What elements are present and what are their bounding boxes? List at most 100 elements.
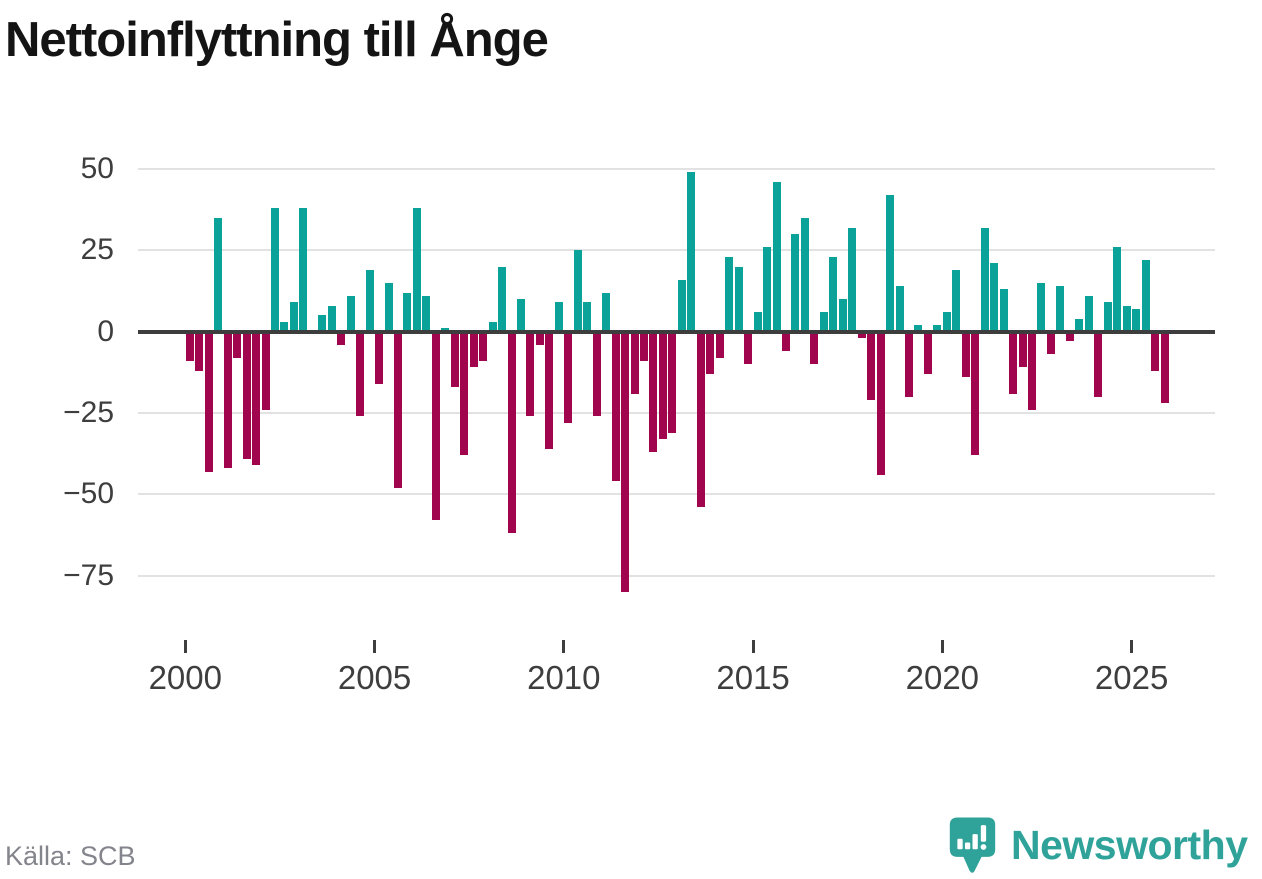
bar <box>980 227 989 332</box>
bar <box>1084 295 1093 332</box>
bar <box>412 208 421 332</box>
bar <box>403 292 412 332</box>
bar <box>952 269 961 332</box>
bar <box>185 331 194 361</box>
bar <box>337 331 346 345</box>
bar <box>971 331 980 456</box>
bar <box>261 331 270 410</box>
y-tick-label: −25 <box>63 396 114 430</box>
bar <box>252 331 261 466</box>
bar <box>365 269 374 332</box>
bar <box>734 266 743 332</box>
bar <box>1065 331 1074 342</box>
newsworthy-bubble-icon <box>949 817 996 873</box>
bar <box>857 331 866 339</box>
bar <box>1037 282 1046 332</box>
bar <box>753 312 762 332</box>
bar <box>507 331 516 534</box>
bar <box>772 182 781 332</box>
bar <box>800 217 809 332</box>
bar <box>1122 305 1131 332</box>
bar <box>1046 331 1055 355</box>
bar <box>1028 331 1037 410</box>
bar <box>621 331 630 592</box>
bar <box>1160 331 1169 404</box>
bar <box>327 305 336 332</box>
bar <box>923 331 932 374</box>
bar <box>1094 331 1103 397</box>
bar <box>498 266 507 332</box>
bar <box>1009 331 1018 394</box>
bar <box>677 279 686 332</box>
bar <box>573 250 582 332</box>
bar <box>346 295 355 332</box>
bar <box>554 302 563 332</box>
bar <box>838 299 847 332</box>
x-tick-mark <box>373 640 377 653</box>
bar <box>233 331 242 358</box>
bar <box>1075 318 1084 332</box>
bar <box>611 331 620 482</box>
bar <box>592 331 601 417</box>
bar <box>1151 331 1160 371</box>
bar <box>375 331 384 384</box>
y-tick-label: −50 <box>63 477 114 511</box>
y-tick-label: 25 <box>80 233 114 267</box>
bar <box>242 331 251 459</box>
bar <box>763 247 772 332</box>
bar <box>914 325 923 332</box>
x-tick-mark <box>183 640 187 653</box>
bar <box>289 302 298 332</box>
grid-line <box>138 249 1215 252</box>
bar <box>886 195 895 332</box>
bar <box>195 331 204 371</box>
bar <box>318 315 327 332</box>
newsworthy-logo-text: Newsworthy <box>1011 821 1248 868</box>
bar <box>668 331 677 433</box>
bar <box>564 331 573 423</box>
y-tick-label: −75 <box>63 558 114 592</box>
grid-line <box>138 493 1215 496</box>
grid-line <box>138 574 1215 577</box>
bar <box>431 331 440 521</box>
bar <box>876 331 885 475</box>
bar <box>479 331 488 361</box>
bar <box>1056 286 1065 332</box>
bar <box>706 331 715 374</box>
x-tick-mark <box>940 640 944 653</box>
bar <box>517 299 525 332</box>
bar <box>1132 308 1141 332</box>
bar <box>535 331 544 345</box>
bar <box>384 282 393 332</box>
grid-line <box>138 168 1215 171</box>
bar <box>867 331 876 400</box>
x-tick-label: 2000 <box>148 659 222 696</box>
bar <box>990 263 999 332</box>
bar <box>781 331 790 352</box>
bar <box>819 312 828 332</box>
zero-axis-line <box>138 329 1215 334</box>
bar <box>895 286 904 332</box>
bar <box>810 331 819 365</box>
x-tick-label: 2020 <box>905 659 980 696</box>
bar <box>848 227 857 332</box>
bar <box>280 321 289 332</box>
x-tick-mark <box>751 640 755 653</box>
bar <box>905 331 913 397</box>
bar <box>450 331 459 387</box>
bar <box>422 295 431 332</box>
bar <box>270 208 279 332</box>
bar <box>942 312 951 332</box>
bar <box>1018 331 1027 368</box>
bar <box>460 331 469 456</box>
y-tick-label: 50 <box>80 152 114 186</box>
bar <box>649 331 658 453</box>
x-tick-label: 2015 <box>716 659 790 696</box>
bar <box>488 321 497 332</box>
x-tick-label: 2005 <box>337 659 412 696</box>
bar <box>696 331 705 508</box>
bar <box>393 331 402 488</box>
bar <box>933 325 942 332</box>
bar <box>299 208 308 332</box>
